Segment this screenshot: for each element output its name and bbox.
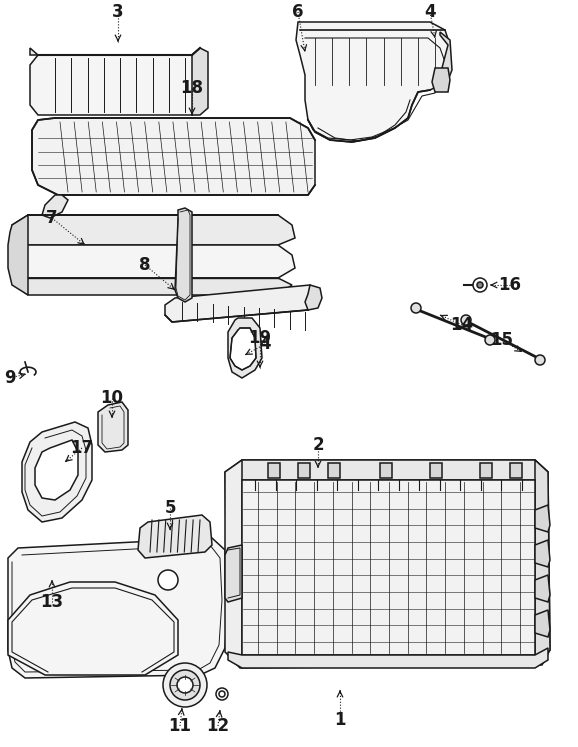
Polygon shape bbox=[535, 540, 550, 567]
Text: 4: 4 bbox=[259, 335, 271, 353]
Circle shape bbox=[219, 691, 225, 697]
Circle shape bbox=[163, 663, 207, 707]
Text: 16: 16 bbox=[498, 276, 521, 294]
Polygon shape bbox=[268, 463, 280, 478]
Polygon shape bbox=[225, 460, 550, 668]
Polygon shape bbox=[242, 480, 535, 655]
Text: 9: 9 bbox=[4, 369, 16, 387]
Polygon shape bbox=[328, 463, 340, 478]
Circle shape bbox=[170, 670, 200, 700]
Text: 13: 13 bbox=[40, 593, 64, 611]
Polygon shape bbox=[192, 48, 208, 115]
Polygon shape bbox=[535, 460, 550, 665]
Polygon shape bbox=[138, 515, 212, 558]
Polygon shape bbox=[98, 402, 128, 452]
Text: 18: 18 bbox=[180, 79, 203, 97]
Polygon shape bbox=[12, 245, 295, 278]
Polygon shape bbox=[296, 22, 450, 142]
Polygon shape bbox=[35, 440, 78, 500]
Circle shape bbox=[158, 570, 178, 590]
Polygon shape bbox=[432, 68, 450, 92]
Circle shape bbox=[477, 282, 483, 288]
Text: 19: 19 bbox=[249, 329, 272, 347]
Text: 4: 4 bbox=[424, 3, 436, 21]
Polygon shape bbox=[510, 463, 522, 478]
Polygon shape bbox=[8, 215, 28, 295]
Text: 15: 15 bbox=[491, 331, 513, 349]
Text: 2: 2 bbox=[312, 436, 324, 454]
Text: 6: 6 bbox=[292, 3, 304, 21]
Polygon shape bbox=[15, 278, 292, 295]
Polygon shape bbox=[380, 463, 392, 478]
Polygon shape bbox=[175, 208, 192, 302]
Circle shape bbox=[473, 278, 487, 292]
Text: 14: 14 bbox=[450, 316, 473, 334]
Circle shape bbox=[535, 355, 545, 365]
Text: 5: 5 bbox=[164, 499, 176, 517]
Polygon shape bbox=[30, 48, 200, 55]
Text: 1: 1 bbox=[334, 711, 346, 729]
Polygon shape bbox=[225, 460, 242, 668]
Circle shape bbox=[177, 677, 193, 693]
Polygon shape bbox=[32, 118, 315, 195]
Polygon shape bbox=[438, 32, 452, 90]
Text: 7: 7 bbox=[46, 209, 58, 227]
Polygon shape bbox=[225, 545, 242, 602]
Polygon shape bbox=[305, 285, 322, 310]
Polygon shape bbox=[430, 463, 442, 478]
Polygon shape bbox=[535, 505, 550, 532]
Polygon shape bbox=[8, 582, 178, 675]
Polygon shape bbox=[42, 195, 68, 218]
Polygon shape bbox=[535, 575, 550, 602]
Circle shape bbox=[411, 303, 421, 313]
Circle shape bbox=[461, 315, 471, 325]
Circle shape bbox=[216, 688, 228, 700]
Polygon shape bbox=[12, 215, 295, 245]
Text: 11: 11 bbox=[169, 717, 191, 735]
Circle shape bbox=[485, 335, 495, 345]
Polygon shape bbox=[230, 328, 256, 370]
Polygon shape bbox=[8, 538, 228, 678]
Text: 12: 12 bbox=[206, 717, 229, 735]
Polygon shape bbox=[298, 463, 310, 478]
Polygon shape bbox=[228, 318, 262, 378]
Polygon shape bbox=[535, 610, 550, 637]
Polygon shape bbox=[30, 55, 200, 115]
Text: 3: 3 bbox=[112, 3, 124, 21]
Text: 10: 10 bbox=[101, 389, 124, 407]
Polygon shape bbox=[165, 285, 318, 322]
Text: 17: 17 bbox=[71, 439, 94, 457]
Polygon shape bbox=[228, 460, 548, 480]
Polygon shape bbox=[480, 463, 492, 478]
Polygon shape bbox=[22, 422, 92, 522]
Text: 8: 8 bbox=[139, 256, 151, 274]
Polygon shape bbox=[228, 648, 548, 668]
